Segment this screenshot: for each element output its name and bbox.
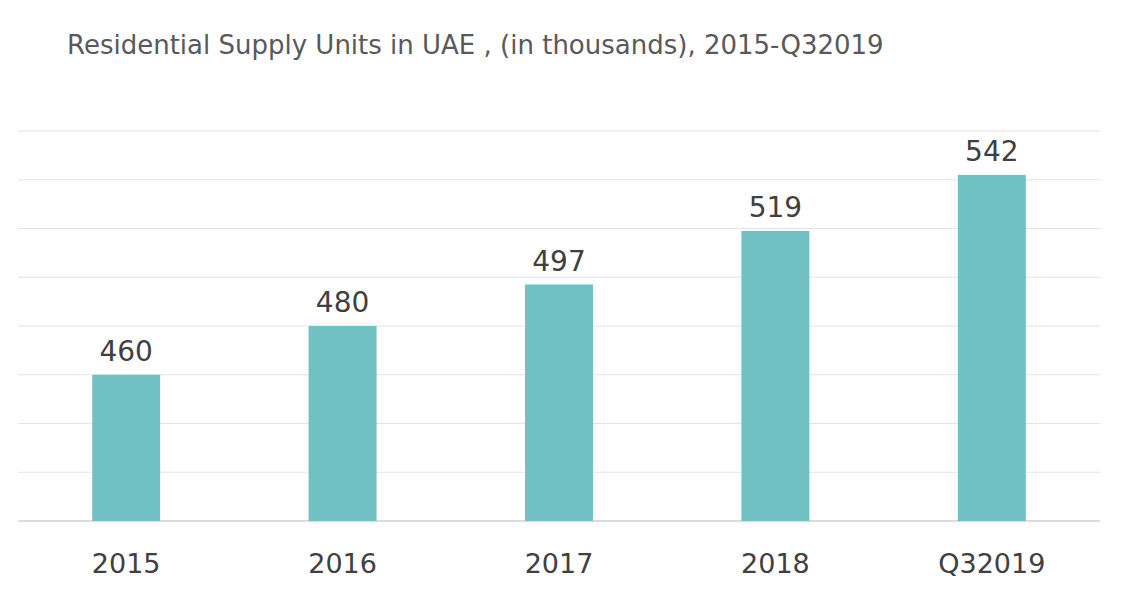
data-label: 460 bbox=[99, 335, 152, 368]
bars bbox=[92, 175, 1026, 521]
grid-line bbox=[18, 228, 1100, 229]
bar bbox=[741, 231, 809, 521]
data-label: 542 bbox=[965, 135, 1018, 168]
data-label: 519 bbox=[749, 191, 802, 224]
grid-line bbox=[18, 130, 1100, 131]
chart-svg: Residential Supply Units in UAE , (in th… bbox=[0, 0, 1122, 606]
grid bbox=[18, 131, 1100, 521]
x-tick-label: 2016 bbox=[308, 548, 377, 579]
bar bbox=[309, 326, 377, 521]
chart-root: Residential Supply Units in UAE , (in th… bbox=[0, 0, 1122, 606]
chart-title: Residential Supply Units in UAE , (in th… bbox=[67, 30, 884, 60]
bar bbox=[525, 285, 593, 521]
x-tick-label: 2017 bbox=[525, 548, 594, 579]
data-label: 480 bbox=[316, 286, 369, 319]
x-tick-label: 2018 bbox=[741, 548, 810, 579]
grid-line bbox=[18, 179, 1100, 180]
x-tick-label: Q32019 bbox=[938, 548, 1045, 579]
bar bbox=[92, 375, 160, 521]
data-label: 497 bbox=[532, 245, 585, 278]
bar bbox=[958, 175, 1026, 521]
x-tick-label: 2015 bbox=[92, 548, 161, 579]
